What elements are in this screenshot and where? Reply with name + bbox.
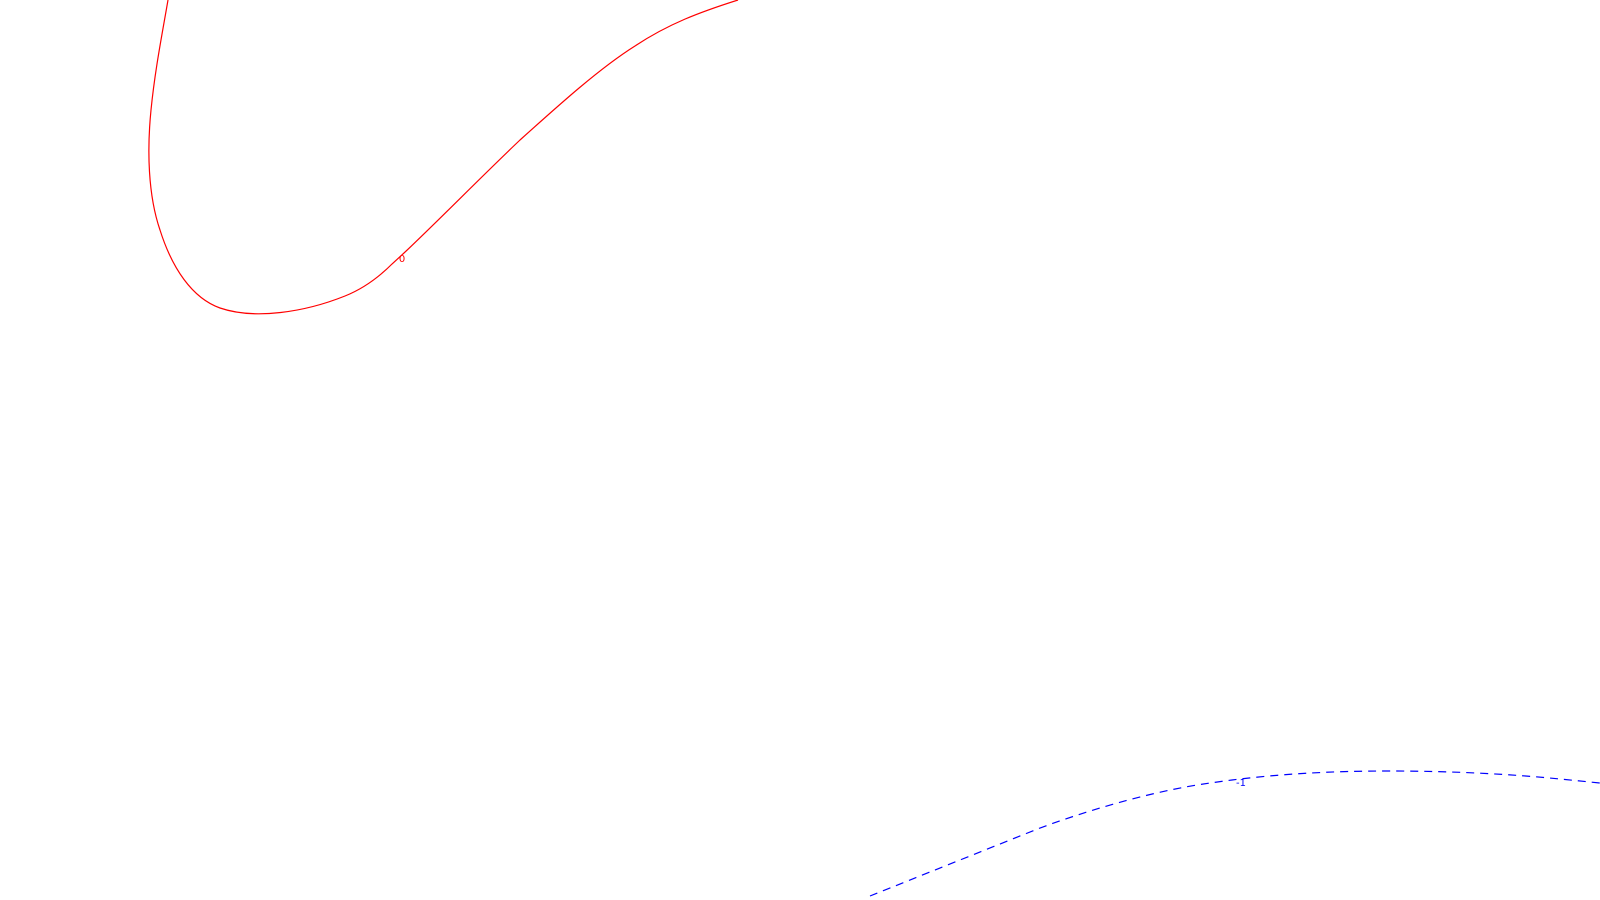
contour-line-zero <box>148 0 739 315</box>
contour-label-minus-one: -1 <box>1236 778 1246 789</box>
contour-line-minus-one <box>869 770 1600 897</box>
contour-label-zero: 0 <box>399 254 405 265</box>
contour-lines-group: 0 -1 <box>148 0 1600 897</box>
